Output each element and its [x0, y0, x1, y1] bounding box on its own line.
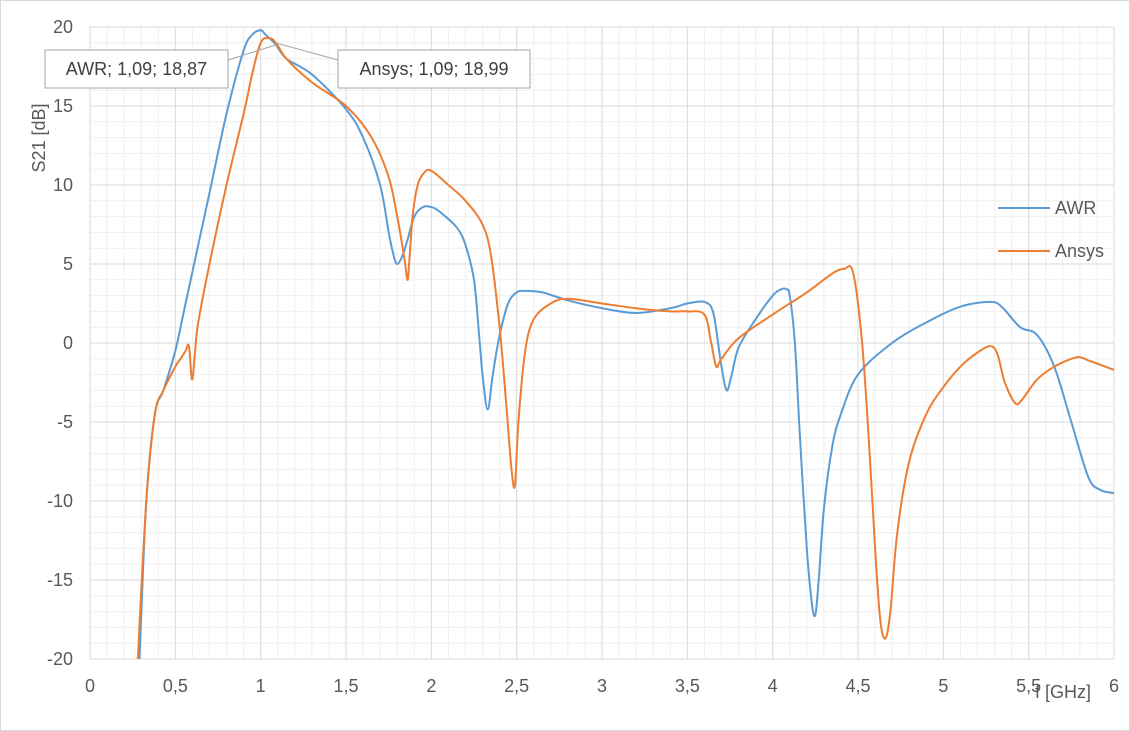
x-tick-label: 5,5: [1016, 676, 1041, 696]
y-tick-label: -15: [47, 570, 73, 590]
y-tick-label: 5: [63, 254, 73, 274]
series-line-awr: [138, 29, 1115, 660]
callout-box-ansys: [337, 49, 531, 89]
y-tick-label: -10: [47, 491, 73, 511]
x-tick-label: 4: [768, 676, 778, 696]
x-tick-label: 1,5: [333, 676, 358, 696]
y-tick-label: -5: [57, 412, 73, 432]
callout-leader-awr: [227, 44, 277, 61]
x-tick-label: 4,5: [845, 676, 870, 696]
y-tick-label: 10: [53, 175, 73, 195]
y-tick-label: 0: [63, 333, 73, 353]
y-axis-tick-labels: -20 -15 -10 -5 0 5 10 15 20: [47, 17, 73, 669]
x-tick-label: 0,5: [163, 676, 188, 696]
x-tick-label: 2,5: [504, 676, 529, 696]
x-tick-label: 6: [1109, 676, 1119, 696]
legend-label-awr: AWR: [1055, 198, 1096, 218]
y-tick-label: -20: [47, 649, 73, 669]
y-tick-label: 20: [53, 17, 73, 37]
callout-box-awr: [44, 49, 229, 89]
callout-label-awr: AWR; 1,09; 18,87: [66, 59, 207, 79]
x-tick-label: 5: [938, 676, 948, 696]
legend-label-ansys: Ansys: [1055, 241, 1104, 261]
y-axis-title: S21 [dB]: [29, 103, 49, 172]
x-axis-title: f [GHz]: [1035, 682, 1091, 702]
x-tick-label: 0: [85, 676, 95, 696]
x-tick-label: 2: [426, 676, 436, 696]
legend: AWR Ansys: [998, 198, 1104, 261]
x-axis-tick-labels: 0 0,5 1 1,5 2 2,5 3 3,5 4 4,5 5 5,5 6: [85, 676, 1119, 696]
series-lines: [136, 29, 1115, 660]
x-tick-label: 1: [256, 676, 266, 696]
series-line-ansys: [136, 36, 1115, 660]
x-tick-label: 3,5: [675, 676, 700, 696]
major-gridlines: [89, 26, 1115, 660]
callout-leader-ansys: [275, 42, 339, 61]
data-callouts: AWR; 1,09; 18,87 Ansys; 1,09; 18,99: [44, 42, 531, 89]
x-tick-label: 3: [597, 676, 607, 696]
y-tick-label: 15: [53, 96, 73, 116]
callout-label-ansys: Ansys; 1,09; 18,99: [359, 59, 508, 79]
